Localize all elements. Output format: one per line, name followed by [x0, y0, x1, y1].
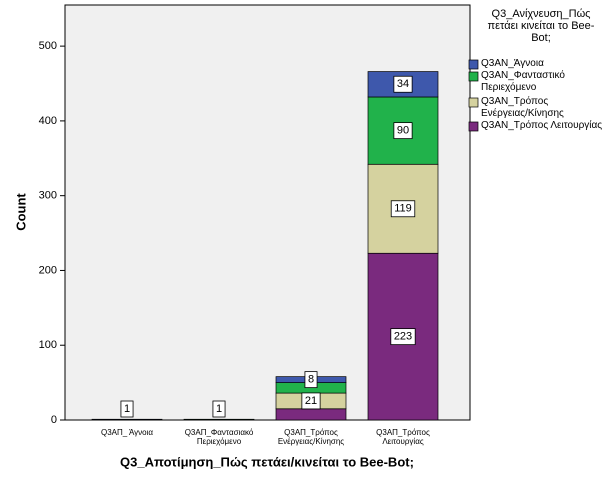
data-label-box: [304, 371, 318, 389]
y-axis-title: Count: [13, 193, 28, 231]
data-label: 119: [394, 203, 412, 215]
data-label-box: [390, 200, 416, 218]
legend-label: Q3AN_Τρόπος Λειτουργίας: [481, 120, 603, 131]
y-tick-label: 400: [39, 115, 57, 127]
data-label: 90: [397, 125, 409, 137]
x-tick-label: Q3ΑΠ_Τρόπος Λειτουργίας: [376, 428, 430, 446]
data-label-box: [393, 75, 413, 93]
legend-label: Q3AN_Φανταστικό Περιεχόμενο: [481, 70, 565, 93]
x-tick-label: Q3ΑΠ_Τρόπος Ενέργειας/Κίνησης: [277, 428, 345, 446]
data-label: 223: [394, 331, 412, 343]
y-tick-label: 500: [39, 40, 57, 52]
bar-segment: [91, 418, 163, 421]
bar-segment: [275, 408, 347, 421]
y-tick-label: 300: [39, 190, 57, 202]
data-label-box: [212, 400, 226, 418]
data-label-box: [393, 122, 413, 140]
legend-title: Q3_Ανίχνευση_Πώς πετάει κινείται το Bee-…: [487, 8, 595, 44]
data-label: 8: [308, 374, 314, 386]
legend-label: Q3AN_Τρόπος Ενέργειας/Κίνησης: [481, 96, 564, 119]
legend-label: Q3AN_Άγνοια: [481, 58, 544, 69]
x-axis-title: Q3_Αποτίμηση_Πώς πετάει/κινείται το Bee-…: [120, 454, 414, 469]
data-label: 21: [305, 395, 317, 407]
data-label-box: [301, 392, 321, 410]
x-tick-label: Q3ΑΠ_Φαντασιακό Περιεχόμενο: [184, 428, 254, 446]
bar-segment: [183, 418, 255, 421]
data-label: 1: [216, 403, 222, 415]
legend-swatch: [468, 71, 479, 82]
data-label: 1: [124, 403, 130, 415]
y-tick-label: 200: [39, 264, 57, 276]
data-label: 34: [397, 78, 409, 90]
y-tick-label: 100: [39, 339, 57, 351]
data-label-box: [390, 328, 416, 346]
y-tick-label: 0: [51, 414, 57, 426]
x-tick-label: Q3ΑΠ_ Άγνοια: [100, 428, 154, 437]
data-label-box: [120, 400, 134, 418]
legend-swatch: [468, 121, 479, 132]
legend-swatch: [468, 59, 479, 70]
legend-swatch: [468, 97, 479, 108]
